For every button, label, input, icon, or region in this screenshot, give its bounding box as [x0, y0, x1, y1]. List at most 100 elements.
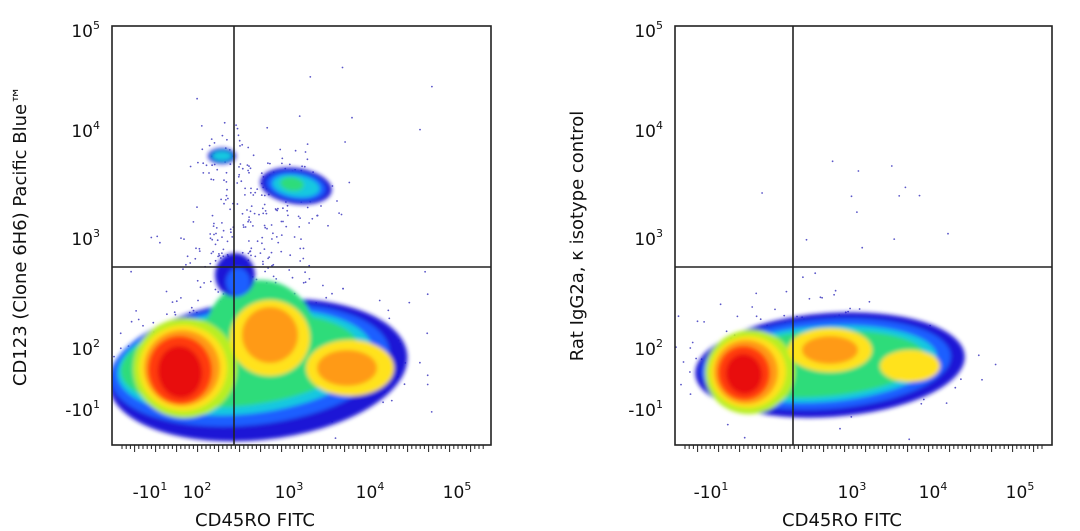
event-dot	[249, 191, 252, 194]
event-dot	[272, 275, 275, 278]
event-dot	[241, 167, 244, 170]
event-dot	[202, 172, 205, 174]
event-dot	[248, 216, 251, 219]
event-dot	[426, 383, 429, 386]
event-dot	[819, 296, 822, 299]
event-dot	[850, 416, 853, 418]
event-dot	[250, 247, 253, 250]
event-dot	[316, 214, 319, 217]
event-dot	[268, 256, 271, 258]
event-dot	[213, 233, 215, 236]
event-dot	[783, 314, 786, 317]
event-dot	[119, 347, 122, 350]
event-dot	[205, 164, 208, 167]
event-dot	[658, 369, 660, 371]
event-dot	[237, 175, 240, 178]
event-dot	[774, 308, 776, 311]
event-dot	[309, 76, 312, 78]
event-dot	[248, 240, 250, 242]
event-dot	[382, 401, 384, 404]
density-contour	[226, 268, 250, 296]
event-dot	[785, 290, 788, 293]
event-dot	[304, 151, 307, 153]
event-dot	[275, 208, 277, 211]
event-dot	[755, 292, 758, 295]
event-dot	[216, 239, 219, 242]
density-contour	[725, 354, 763, 394]
event-dot	[236, 203, 239, 205]
event-dot	[192, 309, 195, 312]
event-dot	[348, 181, 351, 184]
event-dot	[109, 398, 111, 400]
event-dot	[225, 194, 228, 197]
event-dot	[299, 260, 302, 262]
density-contour	[212, 151, 232, 161]
event-dot	[261, 236, 264, 239]
event-dot	[725, 330, 728, 333]
x-tick-label: 102	[183, 480, 212, 503]
event-dot	[922, 398, 925, 401]
event-dot	[336, 200, 338, 202]
y-tick-label: -101	[65, 398, 100, 421]
event-dot	[166, 313, 168, 316]
event-dot	[260, 194, 263, 197]
event-dot	[282, 220, 284, 223]
event-dot	[270, 251, 273, 254]
event-dot	[304, 281, 307, 284]
x-minor-ticks-left	[121, 445, 484, 452]
event-dot	[130, 320, 133, 323]
event-dot	[808, 297, 811, 300]
event-dot	[755, 315, 758, 318]
event-dot	[857, 170, 860, 172]
event-dot	[152, 321, 155, 324]
event-dot	[225, 171, 228, 174]
event-dot	[199, 286, 202, 289]
event-dot	[239, 145, 241, 147]
event-dot	[113, 355, 115, 358]
event-dot	[101, 372, 103, 374]
event-dot	[213, 142, 216, 144]
event-dot	[180, 237, 182, 240]
event-dot	[265, 212, 268, 215]
density-layer-left	[101, 66, 433, 442]
event-dot	[308, 222, 310, 224]
event-dot	[280, 234, 283, 237]
event-dot	[247, 220, 250, 223]
event-dot	[248, 219, 250, 221]
x-tick-label: 103	[275, 480, 304, 503]
x-tick-label: -101	[694, 480, 729, 503]
event-dot	[266, 227, 268, 230]
event-dot	[213, 163, 216, 166]
event-dot	[994, 363, 997, 366]
event-dot	[282, 207, 284, 210]
event-dot	[298, 226, 301, 228]
x-axis-title-left: CD45RO FITC	[195, 510, 315, 531]
event-dot	[703, 321, 705, 323]
event-dot	[262, 212, 265, 215]
event-dot	[173, 311, 176, 314]
event-dot	[192, 221, 195, 223]
event-dot	[198, 247, 201, 250]
event-dot	[210, 178, 213, 181]
event-dot	[212, 225, 215, 228]
event-dot	[244, 194, 246, 196]
event-dot	[156, 235, 159, 238]
event-dot	[947, 232, 949, 235]
event-dot	[311, 217, 314, 220]
event-dot	[238, 139, 241, 142]
event-dot	[264, 226, 267, 229]
x-tick-label: 105	[443, 480, 472, 503]
event-dot	[209, 262, 212, 265]
event-dot	[751, 306, 754, 308]
event-dot	[226, 138, 228, 141]
plot-left: -101 102 103 104 105 -101 102 103 104 105 CD45RO …	[10, 19, 492, 531]
event-dot	[159, 241, 161, 244]
event-dot	[266, 126, 269, 129]
event-dot	[252, 225, 254, 227]
y-tick-label: 102	[71, 337, 100, 360]
event-dot	[918, 194, 921, 197]
event-dot	[221, 134, 224, 137]
event-dot	[214, 243, 217, 246]
event-dot	[238, 173, 241, 176]
y-tick-label: 103	[634, 227, 663, 250]
